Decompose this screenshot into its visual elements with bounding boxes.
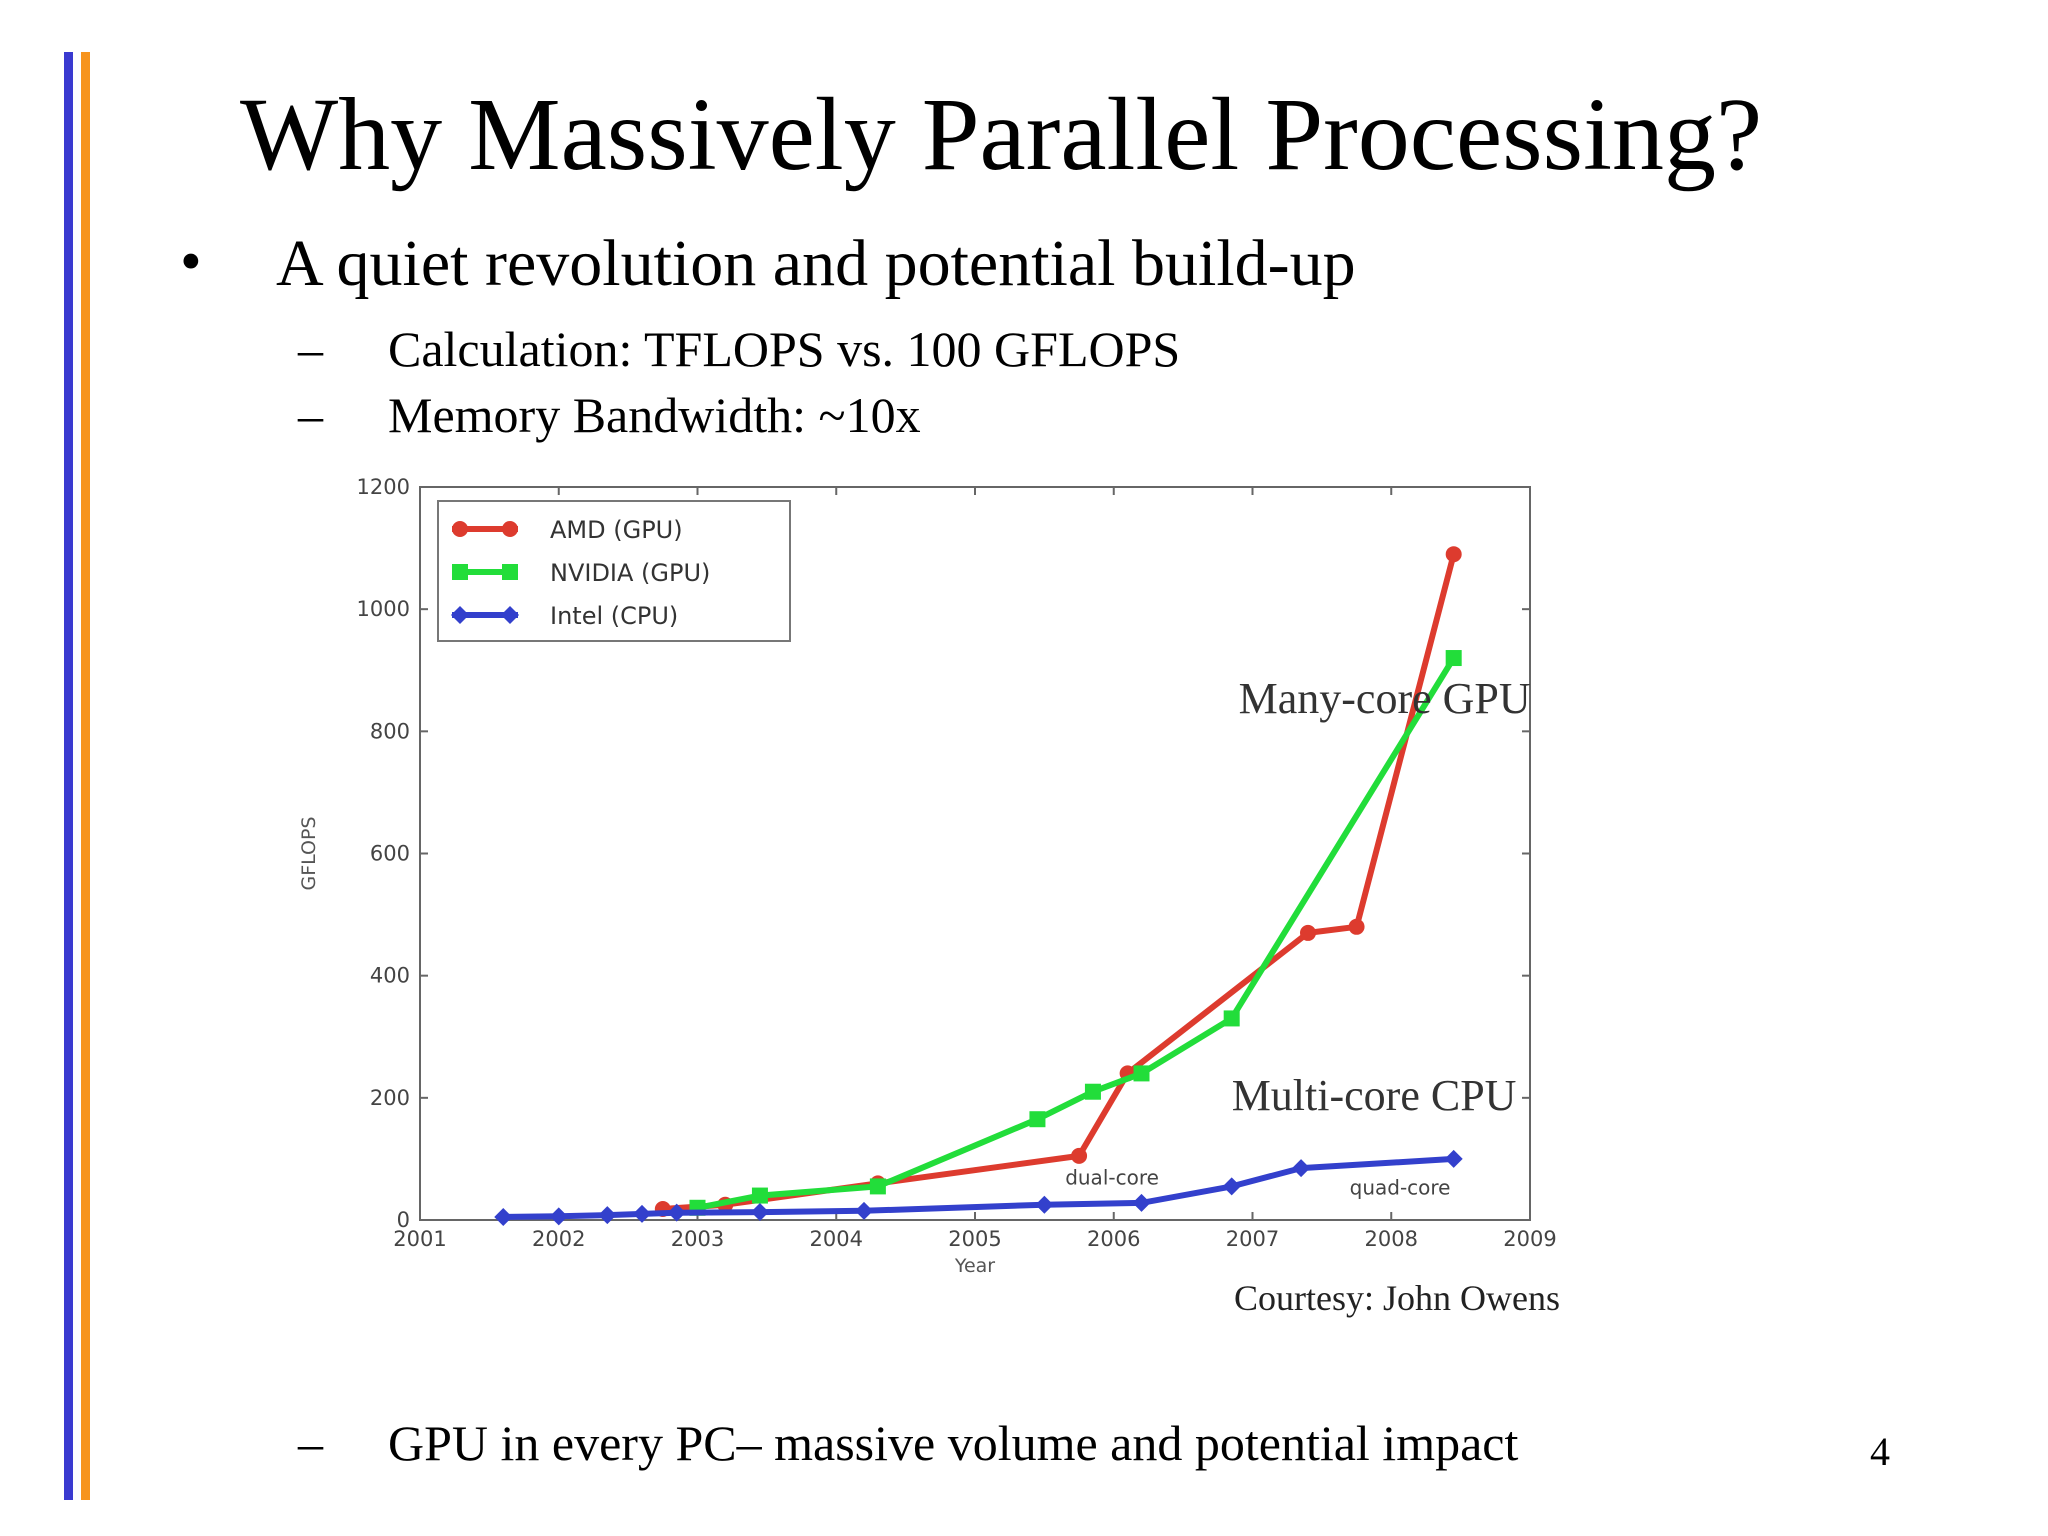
- accent-bar-blue: [64, 52, 73, 1500]
- data-point-intel: [501, 606, 519, 624]
- bullet-symbol: •: [180, 228, 202, 296]
- y-tick-label: 1200: [357, 475, 410, 499]
- data-point-nvidia: [1445, 650, 1462, 667]
- data-point-intel: [451, 606, 469, 624]
- data-point-intel: [1292, 1159, 1311, 1178]
- x-tick-label: 2007: [1226, 1227, 1279, 1251]
- y-axis-label: GFLOPS: [298, 816, 320, 890]
- data-point-intel: [549, 1207, 568, 1226]
- x-tick-label: 2003: [671, 1227, 724, 1251]
- x-tick-label: 2004: [810, 1227, 863, 1251]
- annotation-3: quad-core: [1350, 1175, 1451, 1199]
- y-tick-label: 400: [370, 964, 410, 988]
- data-point-nvidia: [1084, 1083, 1101, 1100]
- dash-symbol-2: –: [298, 387, 323, 443]
- series-line-0: [662, 553, 1457, 1212]
- data-point-nvidia: [502, 564, 518, 580]
- data-point-intel: [1132, 1193, 1151, 1212]
- x-tick-label: 2006: [1087, 1227, 1140, 1251]
- page-number: 4: [1870, 1429, 1890, 1474]
- data-point-nvidia: [1133, 1065, 1150, 1082]
- y-tick-label: 200: [370, 1086, 410, 1110]
- data-point-nvidia: [1223, 1010, 1240, 1027]
- courtesy-label: Courtesy: John Owens: [1234, 1278, 1560, 1318]
- data-point-amd: [1071, 1147, 1088, 1164]
- accent-bar-orange: [81, 52, 90, 1500]
- bullet-text: A quiet revolution and potential build-u…: [276, 227, 1356, 300]
- data-point-amd: [502, 521, 518, 537]
- data-point-intel: [1035, 1195, 1054, 1214]
- y-tick-label: 600: [370, 842, 410, 866]
- x-tick-label: 2005: [948, 1227, 1001, 1251]
- gflops-chart: 0 200 400 600 800 1000 1200 2001 2002 2003 2004 200…: [298, 475, 1560, 1318]
- legend-label-1: NVIDIA (GPU): [550, 559, 710, 587]
- sub-bullet-gpu-every-pc: GPU in every PC– massive volume and pote…: [388, 1415, 1519, 1471]
- x-tick-label: 2002: [532, 1227, 585, 1251]
- data-point-intel: [1222, 1177, 1241, 1196]
- data-point-nvidia: [869, 1178, 886, 1195]
- sub-bullet-bandwidth: Memory Bandwidth: ~10x: [388, 387, 921, 443]
- annotation-0: Many-core GPU: [1239, 674, 1531, 723]
- y-tick-label: 800: [370, 719, 410, 743]
- annotation-1: Multi-core CPU: [1232, 1071, 1517, 1120]
- data-point-nvidia: [452, 564, 468, 580]
- x-tick-label: 2009: [1503, 1227, 1556, 1251]
- data-point-amd: [1348, 918, 1365, 935]
- legend-label-2: Intel (CPU): [550, 602, 678, 630]
- sub-bullet-calculation: Calculation: TFLOPS vs. 100 GFLOPS: [388, 321, 1181, 377]
- data-point-intel: [1444, 1149, 1463, 1168]
- data-point-intel: [633, 1204, 651, 1223]
- legend-label-0: AMD (GPU): [550, 516, 683, 544]
- x-tick-label: 2008: [1365, 1227, 1418, 1251]
- data-point-nvidia: [1029, 1111, 1046, 1128]
- x-axis-label: Year: [954, 1255, 995, 1277]
- data-point-nvidia: [751, 1187, 768, 1204]
- data-point-amd: [452, 521, 468, 537]
- data-point-intel: [494, 1207, 513, 1226]
- annotation-2: dual-core: [1065, 1166, 1159, 1190]
- data-point-intel: [598, 1206, 617, 1225]
- data-point-amd: [1445, 546, 1462, 563]
- data-point-intel: [667, 1203, 686, 1222]
- data-point-intel: [750, 1203, 769, 1222]
- series-line-1: [696, 656, 1457, 1211]
- data-point-intel: [855, 1201, 873, 1220]
- dash-symbol-3: –: [298, 1415, 323, 1471]
- y-tick-label: 1000: [357, 597, 410, 621]
- slide-title: Why Massively Parallel Processing?: [240, 77, 1763, 192]
- data-point-amd: [1300, 924, 1316, 941]
- dash-symbol-1: –: [298, 321, 323, 377]
- y-tick-label: 0: [397, 1208, 410, 1232]
- x-tick-label: 2001: [393, 1227, 446, 1251]
